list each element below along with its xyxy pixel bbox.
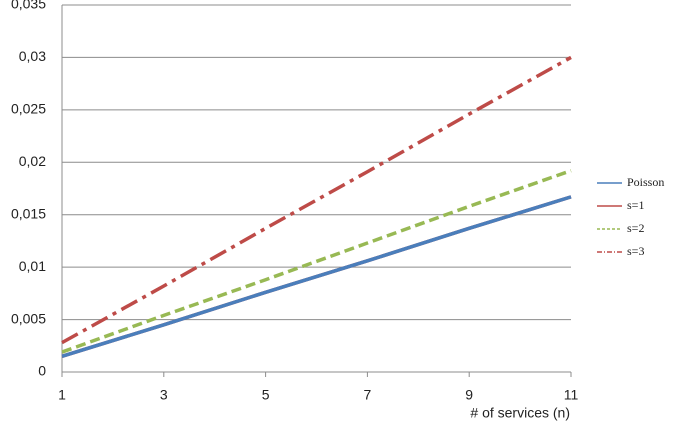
- y-tick-label: 0,02: [19, 153, 46, 169]
- y-tick-label: 0,03: [19, 48, 46, 64]
- x-tick-label: 11: [564, 387, 579, 403]
- y-tick-label: 0: [38, 363, 46, 379]
- legend-label: Poisson: [627, 175, 664, 189]
- series-line: [61, 195, 572, 358]
- series-line: [61, 169, 572, 354]
- x-tick-label: 9: [465, 387, 473, 403]
- legend-label: s=3: [627, 244, 644, 258]
- y-tick-label: 0,005: [11, 310, 46, 326]
- series-line: [61, 55, 572, 345]
- legend-label: s=2: [627, 221, 644, 235]
- x-axis-label: # of services (n): [470, 405, 570, 421]
- y-tick-label: 0,025: [11, 101, 46, 117]
- y-tick-label: 0,035: [11, 0, 46, 12]
- y-tick-label: 0,015: [11, 205, 46, 221]
- legend-label: s=1: [627, 198, 644, 212]
- x-tick-label: 5: [262, 387, 270, 403]
- x-tick-label: 3: [160, 387, 168, 403]
- x-tick-label: 7: [364, 387, 372, 403]
- x-tick-label: 1: [58, 387, 66, 403]
- y-tick-label: 0,01: [19, 258, 46, 274]
